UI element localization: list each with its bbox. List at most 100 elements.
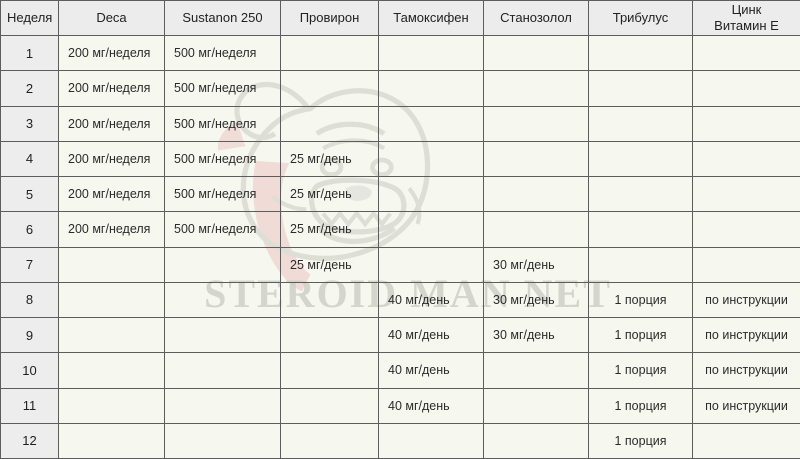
cell-tamoxifen <box>378 70 484 107</box>
cell-tamoxifen <box>378 105 484 142</box>
cell-stanozolol <box>483 422 589 459</box>
cell-tamoxifen: 40 мг/день <box>378 387 484 424</box>
cell-tribulus: 1 порция <box>588 352 693 389</box>
cell-tribulus: 1 порция <box>588 422 693 459</box>
cell-tamoxifen <box>378 422 484 459</box>
cell-proviron <box>280 70 379 107</box>
week-number-cell: 4 <box>0 140 59 178</box>
cell-proviron <box>280 281 379 319</box>
cell-proviron <box>280 422 379 459</box>
cell-proviron <box>280 352 379 389</box>
cell-stanozolol <box>483 140 589 178</box>
cell-tribulus: 1 порция <box>588 316 693 354</box>
table-row: 3 200 мг/неделя 500 мг/неделя <box>0 105 800 142</box>
cell-sustanon: 500 мг/неделя <box>164 140 281 178</box>
week-number-cell: 7 <box>0 246 59 283</box>
column-header-proviron: Провирон <box>280 0 379 36</box>
cell-sustanon <box>164 281 281 319</box>
cell-tamoxifen <box>378 140 484 178</box>
cell-tribulus <box>588 175 693 213</box>
cell-stanozolol <box>483 105 589 142</box>
cell-zinc <box>692 211 800 248</box>
cell-proviron <box>280 387 379 424</box>
cell-proviron <box>280 34 379 72</box>
table-row: 10 40 мг/день 1 порция по инструкции <box>0 352 800 389</box>
cell-stanozolol: 30 мг/день <box>483 316 589 354</box>
cell-zinc <box>692 140 800 178</box>
table-row: 6 200 мг/неделя 500 мг/неделя 25 мг/день <box>0 211 800 248</box>
cell-sustanon <box>164 387 281 424</box>
cell-stanozolol <box>483 352 589 389</box>
week-number-cell: 5 <box>0 175 59 213</box>
column-header-tribulus: Трибулус <box>588 0 693 36</box>
cell-zinc <box>692 34 800 72</box>
cell-tamoxifen <box>378 175 484 213</box>
cell-tribulus: 1 порция <box>588 281 693 319</box>
cell-tamoxifen <box>378 34 484 72</box>
cell-sustanon: 500 мг/неделя <box>164 70 281 107</box>
week-number-cell: 9 <box>0 316 59 354</box>
cell-deca: 200 мг/неделя <box>58 70 165 107</box>
cell-tribulus <box>588 70 693 107</box>
cell-proviron: 25 мг/день <box>280 140 379 178</box>
cell-deca <box>58 352 165 389</box>
cell-deca <box>58 316 165 354</box>
cell-deca: 200 мг/неделя <box>58 175 165 213</box>
cell-sustanon: 500 мг/неделя <box>164 105 281 142</box>
week-number-cell: 8 <box>0 281 59 319</box>
cell-stanozolol <box>483 70 589 107</box>
table-header: Неделя Deca Sustanon 250 Провирон Тамокс… <box>0 0 800 36</box>
column-header-stanozolol: Станозолол <box>483 0 589 36</box>
table-row: 9 40 мг/день 30 мг/день 1 порция по инструкц… <box>0 316 800 354</box>
cell-proviron <box>280 316 379 354</box>
table-row: 11 40 мг/день 1 порция по инструкции <box>0 387 800 424</box>
cell-deca <box>58 387 165 424</box>
cell-sustanon <box>164 422 281 459</box>
table-row: 1 200 мг/неделя 500 мг/неделя <box>0 34 800 72</box>
cell-zinc: по инструкции <box>692 316 800 354</box>
table-row: 5 200 мг/неделя 500 мг/неделя 25 мг/день <box>0 175 800 213</box>
cell-tribulus <box>588 105 693 142</box>
cell-sustanon: 500 мг/неделя <box>164 211 281 248</box>
column-header-zinc-line1: Цинк <box>731 2 762 18</box>
cell-tamoxifen: 40 мг/день <box>378 316 484 354</box>
cell-stanozolol <box>483 34 589 72</box>
cell-zinc <box>692 70 800 107</box>
cell-deca: 200 мг/неделя <box>58 105 165 142</box>
table-body: 1 200 мг/неделя 500 мг/неделя 2 200 мг/недел… <box>0 34 800 459</box>
cell-deca: 200 мг/неделя <box>58 140 165 178</box>
column-header-week: Неделя <box>0 0 59 36</box>
cell-proviron <box>280 105 379 142</box>
cell-tamoxifen <box>378 211 484 248</box>
table-row: 12 1 порция <box>0 422 800 459</box>
week-number-cell: 1 <box>0 34 59 72</box>
cell-stanozolol: 30 мг/день <box>483 281 589 319</box>
week-number-cell: 12 <box>0 422 59 459</box>
table-row: 2 200 мг/неделя 500 мг/неделя <box>0 70 800 107</box>
week-number-cell: 11 <box>0 387 59 424</box>
column-header-zinc-line2: Витамин Е <box>714 18 779 33</box>
cell-tamoxifen: 40 мг/день <box>378 352 484 389</box>
cell-zinc: по инструкции <box>692 387 800 424</box>
column-header-deca: Deca <box>58 0 165 36</box>
table-row: 4 200 мг/неделя 500 мг/неделя 25 мг/день <box>0 140 800 178</box>
cell-deca: 200 мг/неделя <box>58 211 165 248</box>
cell-stanozolol <box>483 387 589 424</box>
cell-tamoxifen <box>378 246 484 283</box>
cell-tribulus <box>588 34 693 72</box>
header-row: Неделя Deca Sustanon 250 Провирон Тамокс… <box>0 0 800 36</box>
cell-sustanon <box>164 316 281 354</box>
cell-deca: 200 мг/неделя <box>58 34 165 72</box>
cell-zinc: по инструкции <box>692 281 800 319</box>
column-header-zinc-vitamin-e: Цинк Витамин Е <box>692 0 800 36</box>
cell-sustanon: 500 мг/неделя <box>164 34 281 72</box>
cell-tamoxifen: 40 мг/день <box>378 281 484 319</box>
cell-sustanon: 500 мг/неделя <box>164 175 281 213</box>
table-row: 7 25 мг/день 30 мг/день <box>0 246 800 283</box>
cell-zinc <box>692 422 800 459</box>
week-number-cell: 3 <box>0 105 59 142</box>
cell-proviron: 25 мг/день <box>280 175 379 213</box>
cell-deca <box>58 422 165 459</box>
